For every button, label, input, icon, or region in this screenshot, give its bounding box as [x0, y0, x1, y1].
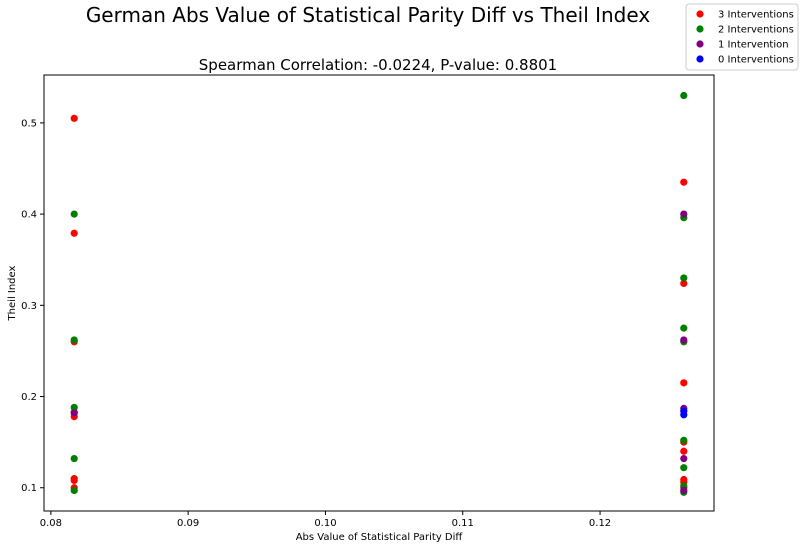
data-point-2-interventions — [70, 454, 78, 463]
data-point-2-interventions — [70, 403, 78, 412]
data-point-2-interventions — [680, 274, 688, 282]
legend-marker — [696, 10, 704, 18]
data-point-2-interventions — [680, 91, 688, 100]
x-tick-label: 0.09 — [177, 518, 199, 529]
data-point-2-interventions — [680, 324, 688, 332]
data-point-1-intervention — [680, 336, 688, 344]
y-tick-label: 0.4 — [21, 210, 37, 221]
legend-box — [685, 3, 799, 71]
y-tick-label: 0.3 — [21, 301, 37, 312]
data-point-3-interventions — [680, 178, 688, 186]
y-tick-label: 0.5 — [21, 118, 37, 129]
plot-area — [70, 91, 688, 496]
data-point-2-interventions — [680, 464, 688, 472]
legend-label: 1 Intervention — [718, 40, 789, 51]
legend-label: 2 Interventions — [718, 25, 794, 36]
legend-marker — [696, 55, 704, 63]
y-tick-label: 0.2 — [21, 392, 37, 403]
data-point-2-interventions — [680, 436, 688, 444]
legend-label: 3 Interventions — [718, 10, 794, 21]
chart-suptitle: German Abs Value of Statistical Parity D… — [86, 3, 651, 27]
data-point-1-intervention — [680, 486, 688, 495]
data-point-2-interventions — [70, 210, 78, 218]
data-point-2-interventions — [70, 336, 78, 344]
x-tick-label: 0.11 — [452, 518, 474, 529]
x-tick-label: 0.10 — [314, 518, 336, 529]
x-tick-label: 0.12 — [589, 518, 611, 529]
data-point-3-interventions — [680, 379, 688, 387]
data-point-3-interventions — [70, 114, 78, 122]
x-axis-label: Abs Value of Statistical Parity Diff — [296, 532, 464, 543]
data-point-2-interventions — [70, 486, 78, 495]
data-point-3-interventions — [680, 447, 688, 455]
y-tick-label: 0.1 — [21, 483, 37, 494]
data-point-1-intervention — [680, 454, 688, 463]
data-point-3-interventions — [680, 279, 688, 288]
data-point-3-interventions — [70, 229, 78, 237]
data-point-0-interventions — [680, 411, 688, 419]
data-point-1-intervention — [70, 409, 78, 417]
legend-marker — [696, 25, 704, 33]
data-point-1-intervention — [680, 210, 688, 218]
axes-frame — [43, 74, 715, 512]
chart-title: Spearman Correlation: -0.0224, P-value: … — [199, 56, 557, 74]
legend-label: 0 Interventions — [718, 55, 794, 66]
data-point-3-interventions — [70, 476, 78, 485]
x-tick-label: 0.08 — [40, 518, 62, 529]
legend-marker — [696, 40, 704, 48]
legend: 3 Interventions 2 Interventions 1 Interven… — [685, 3, 799, 71]
y-axis-label: Theil Index — [7, 265, 18, 321]
